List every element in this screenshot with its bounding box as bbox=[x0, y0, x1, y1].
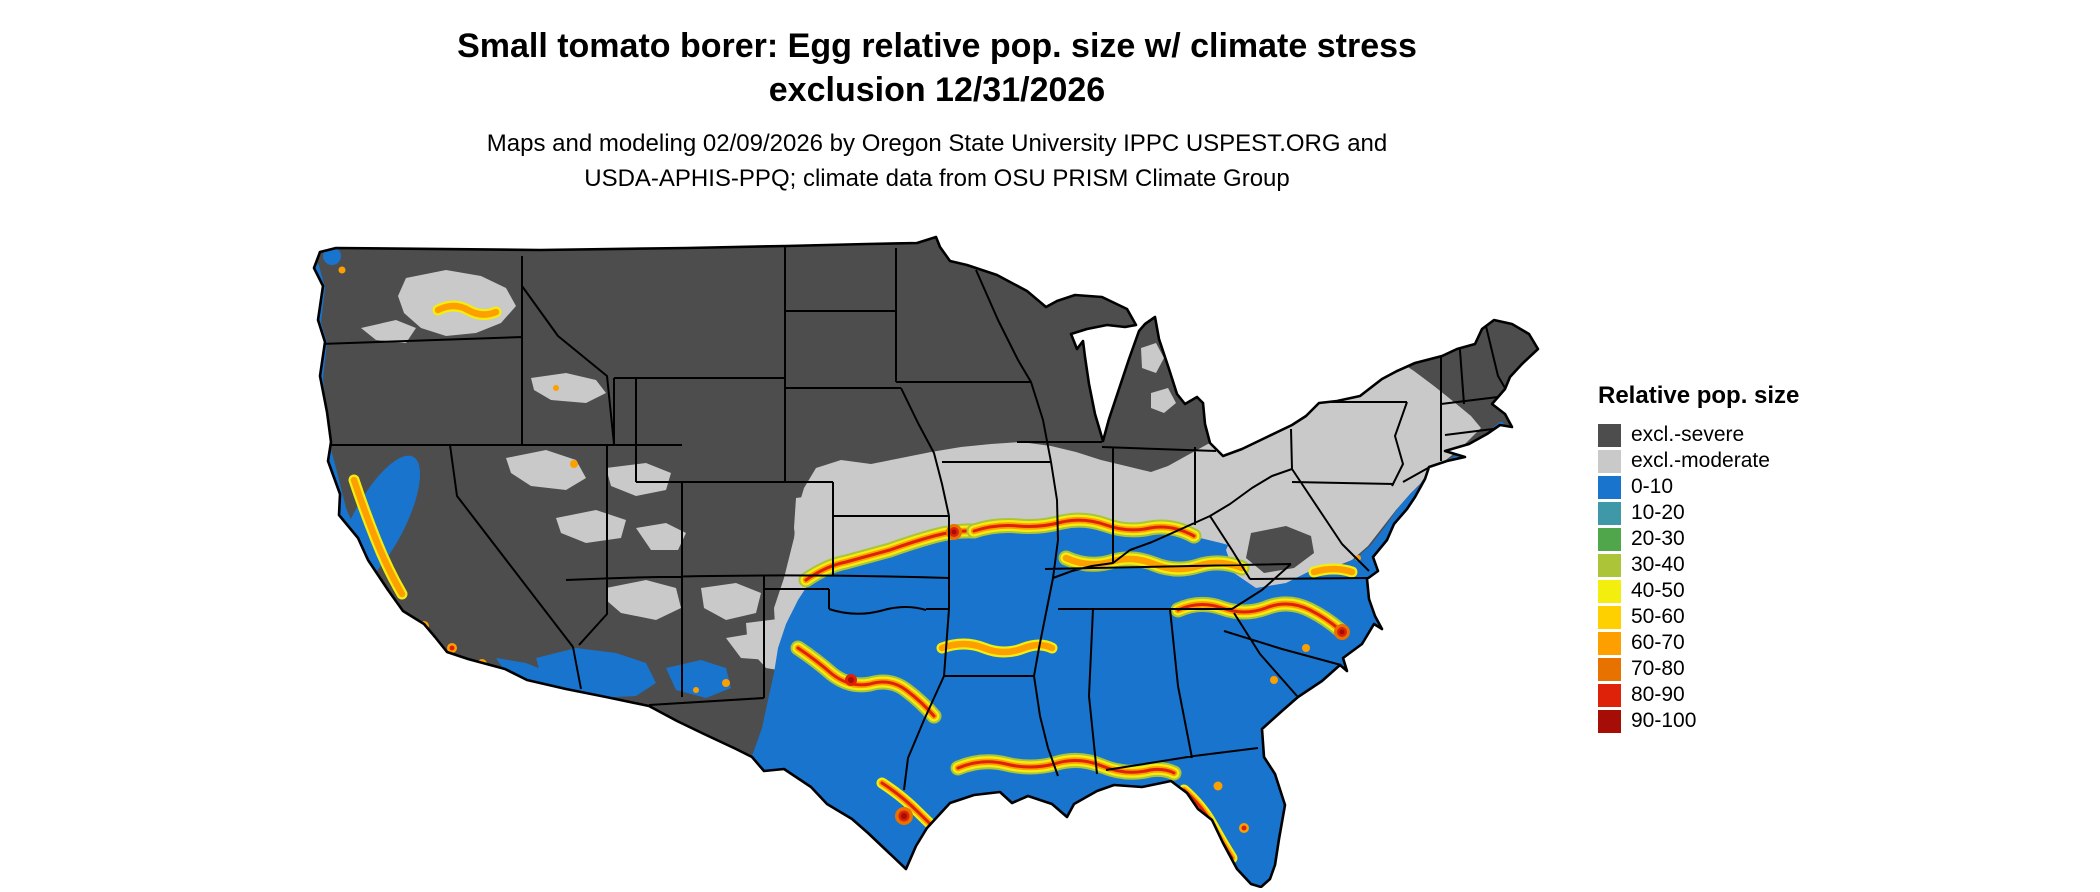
legend-item: 90-100 bbox=[1598, 708, 1928, 734]
legend-swatch bbox=[1598, 709, 1621, 733]
legend-swatch bbox=[1598, 605, 1621, 629]
legend-swatch bbox=[1598, 449, 1621, 473]
legend-item: 80-90 bbox=[1598, 682, 1928, 708]
legend-swatch bbox=[1598, 683, 1621, 707]
legend-item: 60-70 bbox=[1598, 630, 1928, 656]
legend-label: excl.-moderate bbox=[1631, 449, 1770, 472]
map-title: Small tomato borer: Egg relative pop. si… bbox=[0, 24, 1874, 112]
legend-label: 50-60 bbox=[1631, 605, 1685, 628]
legend-item: 50-60 bbox=[1598, 604, 1928, 630]
map-title-line2: exclusion 12/31/2026 bbox=[768, 71, 1106, 109]
legend-label: 0-10 bbox=[1631, 475, 1674, 498]
us-map bbox=[305, 228, 1557, 888]
map-title-line1: Small tomato borer: Egg relative pop. si… bbox=[457, 27, 1417, 65]
map-subtitle-line2: USDA-APHIS-PPQ; climate data from OSU PR… bbox=[584, 165, 1290, 192]
map-subtitle-line1: Maps and modeling 02/09/2026 by Oregon S… bbox=[486, 130, 1388, 157]
legend-item: 30-40 bbox=[1598, 552, 1928, 578]
legend-item: excl.-severe bbox=[1598, 422, 1928, 448]
legend-label: 10-20 bbox=[1631, 501, 1685, 524]
legend-item: 20-30 bbox=[1598, 526, 1928, 552]
legend-label: 30-40 bbox=[1631, 553, 1685, 576]
legend-label: 20-30 bbox=[1631, 527, 1685, 550]
legend-label: 90-100 bbox=[1631, 709, 1697, 732]
legend-item: 70-80 bbox=[1598, 656, 1928, 682]
state-borders bbox=[319, 246, 1510, 791]
legend-title: Relative pop. size bbox=[1598, 382, 1800, 409]
legend-label: 80-90 bbox=[1631, 683, 1685, 706]
legend-swatch bbox=[1598, 527, 1621, 551]
legend-swatch bbox=[1598, 501, 1621, 525]
legend-label: excl.-severe bbox=[1631, 423, 1745, 446]
legend-swatch bbox=[1598, 475, 1621, 499]
zone-appalachian-exclusion bbox=[1226, 518, 1331, 588]
legend-swatch bbox=[1598, 423, 1621, 447]
map-subtitle: Maps and modeling 02/09/2026 by Oregon S… bbox=[0, 126, 1874, 196]
legend-item: 10-20 bbox=[1598, 500, 1928, 526]
legend-swatch bbox=[1598, 631, 1621, 655]
legend-swatch bbox=[1598, 579, 1621, 603]
legend-swatch bbox=[1598, 657, 1621, 681]
legend-label: 40-50 bbox=[1631, 579, 1685, 602]
legend-label: 70-80 bbox=[1631, 657, 1685, 680]
legend-label: 60-70 bbox=[1631, 631, 1685, 654]
legend-item: 0-10 bbox=[1598, 474, 1928, 500]
map-legend: Relative pop. size excl.-severe excl.-mo… bbox=[1598, 382, 1928, 734]
us-map-svg bbox=[312, 235, 1540, 888]
legend-swatch bbox=[1598, 553, 1621, 577]
legend-item: 40-50 bbox=[1598, 578, 1928, 604]
legend-item: excl.-moderate bbox=[1598, 448, 1928, 474]
